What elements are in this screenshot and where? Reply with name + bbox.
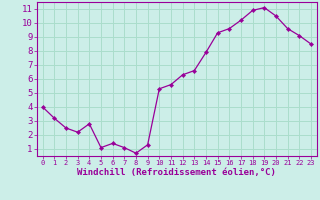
- X-axis label: Windchill (Refroidissement éolien,°C): Windchill (Refroidissement éolien,°C): [77, 168, 276, 177]
